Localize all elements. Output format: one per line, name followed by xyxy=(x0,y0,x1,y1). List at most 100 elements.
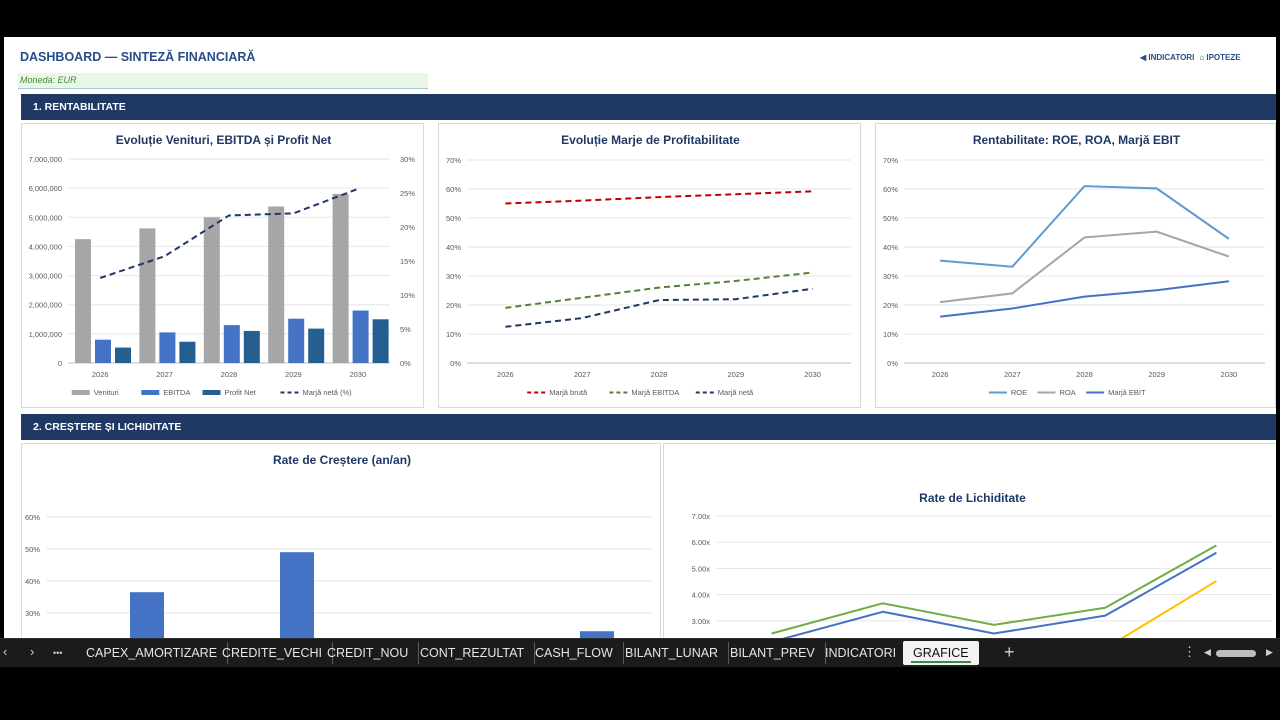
y-tick-label: 5,000,000 xyxy=(29,213,62,222)
tab-indicatori[interactable]: INDICATORI xyxy=(825,646,897,660)
window-edge xyxy=(0,37,4,638)
y-tick-label: 3.00x xyxy=(692,617,711,626)
x-tick-label: 2028 xyxy=(221,370,238,379)
legend-label: Marjă netă xyxy=(718,388,754,397)
tab-cash-flow[interactable]: CASH_FLOW xyxy=(525,642,624,664)
line-marja-neta xyxy=(505,287,813,328)
line-liquidity-3 xyxy=(1120,580,1217,638)
chart-title: Evoluție Venituri, EBITDA și Profit Net xyxy=(116,133,332,147)
chart-panel-venituri[interactable]: Evoluție Venituri, EBITDA și Profit Net 0… xyxy=(21,123,424,408)
y-tick-label: 50% xyxy=(25,545,40,554)
spreadsheet-canvas[interactable]: DASHBOARD — SINTEZĂ FINANCIARĂ Moneda: E… xyxy=(4,37,1276,638)
chart-venituri-ebitda-profit: Evoluție Venituri, EBITDA și Profit Net 0… xyxy=(29,133,416,397)
y-tick-label: 30% xyxy=(25,609,40,618)
chart-panel-crestere[interactable]: Rate de Creștere (an/an)10%20%30%40%50%6… xyxy=(21,443,661,638)
legend-label: Venituri xyxy=(94,388,119,397)
bar-ebitda xyxy=(95,339,111,363)
chart-panel-rentabilitate[interactable]: Rentabilitate: ROE, ROA, Marjă EBIT 0% 10%… xyxy=(875,123,1276,408)
tab-capex-amortizare[interactable]: CAPEX_AMORTIZARE xyxy=(76,642,229,664)
nav-links: ◀ INDICATORI ⌂ IPOTEZE xyxy=(1140,53,1241,62)
tab-credite-vechi[interactable]: CREDITE_VECHI xyxy=(212,642,334,664)
tab-grafice[interactable]: GRAFICE xyxy=(903,641,979,665)
next-sheet-button[interactable]: › xyxy=(30,644,35,659)
legend-label: ROE xyxy=(1011,388,1027,397)
tab-credit-nou[interactable]: CREDIT_NOU xyxy=(317,642,420,664)
chart-rate-crestere: Rate de Creștere (an/an)10%20%30%40%50%6… xyxy=(25,453,652,638)
y-tick-label: 0% xyxy=(887,359,898,368)
scroll-right-icon[interactable]: ▶ xyxy=(1266,647,1273,657)
y-tick-label: 20% xyxy=(446,301,461,310)
y-tick-label: 3,000,000 xyxy=(29,272,62,281)
x-tick-label: 2029 xyxy=(1148,370,1165,379)
tab-cont-rezultat[interactable]: CONT_REZULTAT xyxy=(410,642,536,664)
bar-growth xyxy=(280,552,314,638)
legend-label: Marjă EBITDA xyxy=(631,388,679,397)
y-tick-label: 70% xyxy=(883,156,898,165)
y-tick-label: 70% xyxy=(446,156,461,165)
y2-tick-label: 10% xyxy=(400,291,415,300)
y-tick-label: 7,000,000 xyxy=(29,155,62,164)
legend-swatch xyxy=(71,390,90,395)
line-liquidity-2 xyxy=(782,551,1217,638)
legend-swatch xyxy=(141,390,160,395)
bar-ebitda xyxy=(288,318,305,363)
bar-ebitda xyxy=(352,310,369,363)
x-tick-label: 2027 xyxy=(1004,370,1021,379)
x-tick-label: 2028 xyxy=(651,370,668,379)
y-tick-label: 4,000,000 xyxy=(29,242,62,251)
chart-panel-lichiditate[interactable]: Rate de Lichiditate2.00x3.00x4.00x5.00x6… xyxy=(663,443,1276,638)
bar-venituri xyxy=(268,206,285,363)
x-tick-label: 2026 xyxy=(932,370,949,379)
sheet-menu-icon[interactable]: ⋮ xyxy=(1183,644,1196,659)
line-liquidity-1 xyxy=(771,544,1217,635)
x-tick-label: 2027 xyxy=(156,370,173,379)
y-tick-label: 10% xyxy=(446,330,461,339)
y-tick-label: 40% xyxy=(446,243,461,252)
y-tick-label: 2,000,000 xyxy=(29,301,62,310)
line-marja-neta xyxy=(99,187,359,279)
line-marja-ebit xyxy=(939,280,1230,318)
y-tick-label: 1,000,000 xyxy=(29,330,62,339)
y-tick-label: 30% xyxy=(883,272,898,281)
chart-roe-roa-ebit: Rentabilitate: ROE, ROA, Marjă EBIT 0% 10%… xyxy=(883,133,1265,397)
y2-tick-label: 30% xyxy=(400,155,415,164)
x-tick-label: 2027 xyxy=(574,370,591,379)
y2-tick-label: 5% xyxy=(400,325,411,334)
chart-rate-lichiditate: Rate de Lichiditate2.00x3.00x4.00x5.00x6… xyxy=(692,491,1272,638)
bar-venituri xyxy=(332,193,349,363)
tab-bilant-prev[interactable]: BILANT_PREV xyxy=(720,642,826,664)
bar-venituri xyxy=(203,217,220,363)
sheet-tab-bar: ‹ › ••• CAPEX_AMORTIZARE CREDITE_VECHI C… xyxy=(0,638,1280,667)
scroll-left-icon[interactable]: ◀ xyxy=(1204,647,1211,657)
add-sheet-button[interactable]: + xyxy=(1004,642,1015,662)
y2-tick-label: 0% xyxy=(400,359,411,368)
nav-indicatori-link[interactable]: ◀ INDICATORI xyxy=(1140,53,1195,62)
x-tick-label: 2029 xyxy=(727,370,744,379)
more-sheets-button[interactable]: ••• xyxy=(53,648,63,658)
bar-profit-net xyxy=(179,341,196,363)
tab-bilant-lunar[interactable]: BILANT_LUNAR xyxy=(615,642,730,664)
chart-panel-marje[interactable]: Evoluție Marje de Profitabilitate 0% 10% 20… xyxy=(438,123,861,408)
y-tick-label: 60% xyxy=(883,185,898,194)
legend-label: Marjă netă (%) xyxy=(303,388,353,397)
line-roa xyxy=(939,230,1230,304)
line-marja-ebitda xyxy=(505,271,813,309)
y-tick-label: 40% xyxy=(883,243,898,252)
bar-venituri xyxy=(139,228,156,363)
chart-title: Rate de Lichiditate xyxy=(919,491,1026,505)
y-tick-label: 60% xyxy=(25,513,40,522)
chart-title: Rentabilitate: ROE, ROA, Marjă EBIT xyxy=(973,133,1181,147)
x-tick-label: 2030 xyxy=(804,370,821,379)
y-tick-label: 0 xyxy=(58,359,62,368)
legend-label: ROA xyxy=(1060,388,1076,397)
prev-sheet-button[interactable]: ‹ xyxy=(3,644,8,659)
horizontal-scrollbar[interactable] xyxy=(1216,650,1256,657)
x-tick-label: 2029 xyxy=(285,370,302,379)
x-tick-label: 2030 xyxy=(349,370,366,379)
currency-label: Moneda: EUR xyxy=(18,73,428,89)
nav-ipoteze-link[interactable]: ⌂ IPOTEZE xyxy=(1199,53,1241,62)
x-tick-label: 2030 xyxy=(1221,370,1238,379)
section-header-rentabilitate: 1. RENTABILITATE xyxy=(21,94,1276,120)
bar-venituri xyxy=(75,239,91,363)
bar-growth xyxy=(130,592,164,638)
